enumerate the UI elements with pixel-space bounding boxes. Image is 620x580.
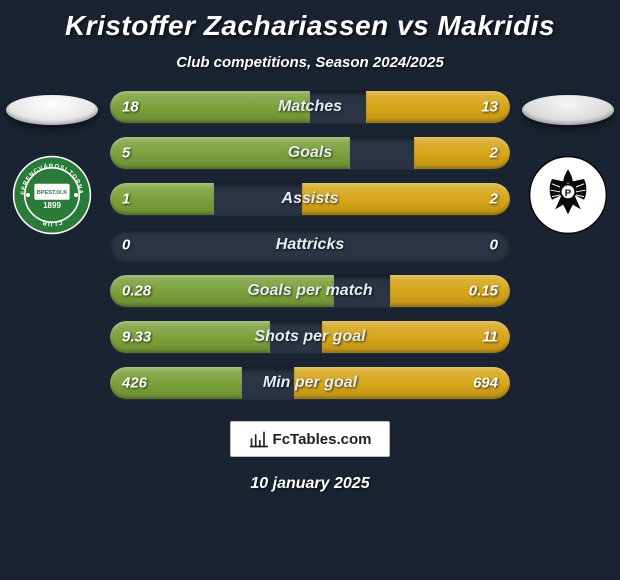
stat-row: 426 694 Min per goal (110, 367, 510, 399)
stats-bars: 18 13 Matches 5 2 Goals 1 2 Assists 0 0 Hattricks 0.… (110, 91, 510, 399)
comparison-infographic: Kristoffer Zachariassen vs Makridis Club… (0, 0, 620, 580)
footer-date: 10 january 2025 (250, 475, 369, 493)
ferencvaros-crest-icon: FERENCVÁROSI TORNA CLUB BPEST.IX.K 1899 (12, 155, 92, 235)
main-row: FERENCVÁROSI TORNA CLUB BPEST.IX.K 1899 … (0, 91, 620, 399)
right-player-column: P (518, 91, 618, 235)
value-left: 0 (122, 237, 130, 254)
stat-row: 18 13 Matches (110, 91, 510, 123)
subtitle: Club competitions, Season 2024/2025 (176, 54, 444, 71)
player-right-photo-placeholder (522, 95, 614, 125)
svg-text:BPEST.IX.K: BPEST.IX.K (37, 190, 67, 196)
value-right: 0.15 (469, 283, 498, 300)
value-right: 11 (482, 329, 498, 346)
svg-text:1899: 1899 (43, 201, 61, 210)
preussen-crest-icon: P (528, 155, 608, 235)
stat-row: 0 0 Hattricks (110, 229, 510, 261)
left-player-column: FERENCVÁROSI TORNA CLUB BPEST.IX.K 1899 (2, 91, 102, 235)
stat-label: Matches (278, 98, 342, 116)
stat-row: 9.33 11 Shots per goal (110, 321, 510, 353)
value-right: 2 (490, 191, 498, 208)
stat-row: 1 2 Assists (110, 183, 510, 215)
stat-row: 0.28 0.15 Goals per match (110, 275, 510, 307)
value-left: 1 (122, 191, 130, 208)
club-crest-left: FERENCVÁROSI TORNA CLUB BPEST.IX.K 1899 (12, 155, 92, 235)
value-left: 5 (122, 145, 130, 162)
player-left-photo-placeholder (6, 95, 98, 125)
value-left: 18 (122, 99, 139, 116)
stat-label: Goals (288, 144, 332, 162)
value-right: 13 (481, 99, 498, 116)
svg-text:P: P (565, 188, 572, 199)
value-right: 0 (490, 237, 498, 254)
stat-label: Shots per goal (254, 328, 365, 346)
club-crest-right: P (528, 155, 608, 235)
value-left: 426 (122, 375, 147, 392)
value-left: 9.33 (122, 329, 151, 346)
stat-label: Assists (282, 190, 339, 208)
brand-text: FcTables.com (273, 431, 372, 448)
value-right: 2 (490, 145, 498, 162)
stat-label: Hattricks (276, 236, 344, 254)
value-left: 0.28 (122, 283, 151, 300)
stat-row: 5 2 Goals (110, 137, 510, 169)
value-right: 694 (473, 375, 498, 392)
stat-label: Min per goal (263, 374, 357, 392)
page-title: Kristoffer Zachariassen vs Makridis (65, 10, 555, 42)
brand-logo: FcTables.com (230, 421, 390, 457)
stat-label: Goals per match (247, 282, 372, 300)
chart-icon (249, 429, 269, 449)
